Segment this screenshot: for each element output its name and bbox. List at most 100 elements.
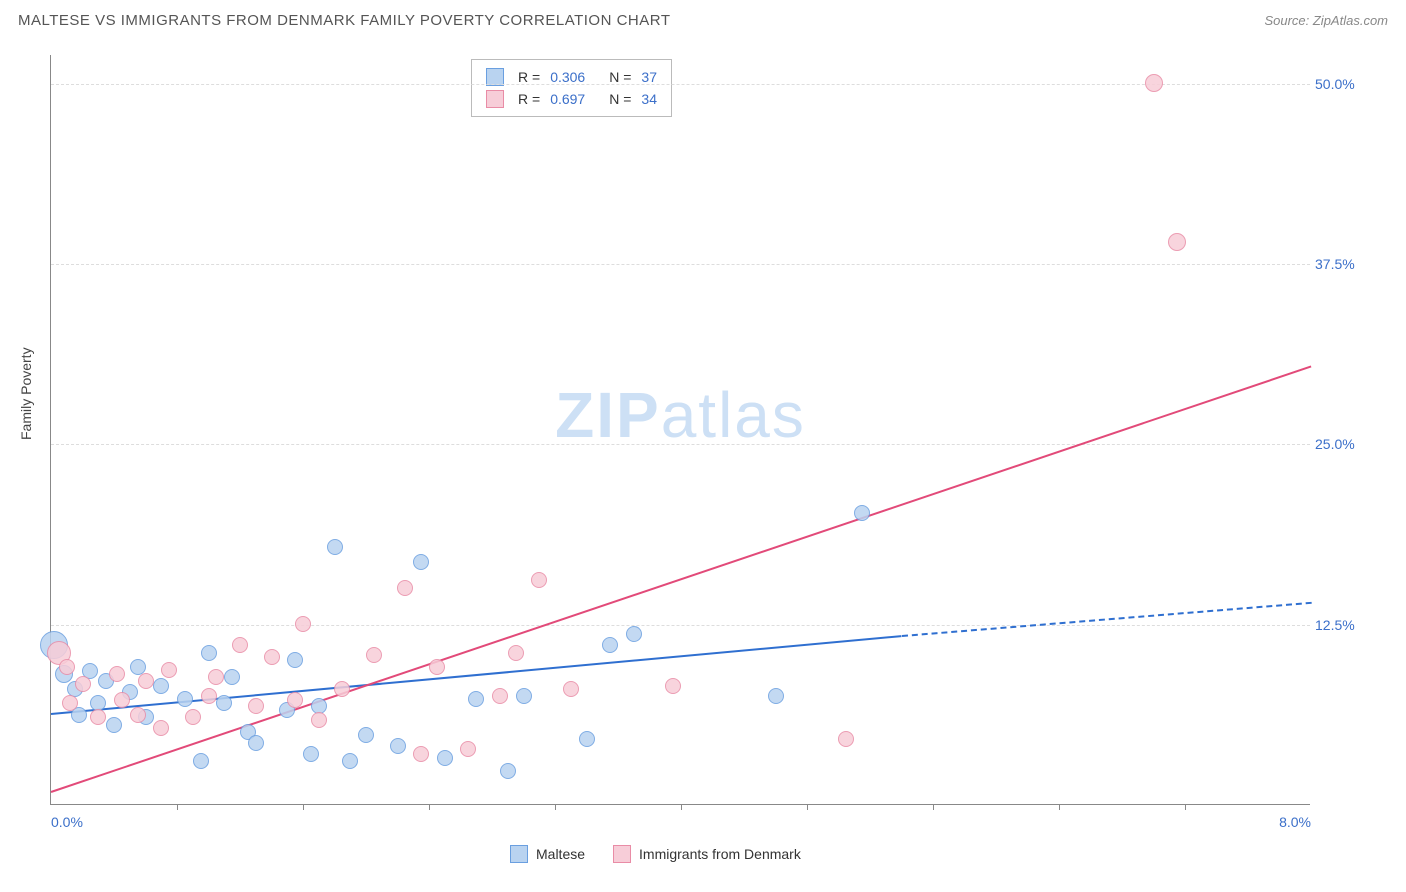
legend-r-value: 0.697: [550, 91, 585, 107]
legend-r-label: R =: [518, 69, 540, 85]
data-point: [90, 709, 106, 725]
legend-item: Maltese: [510, 845, 585, 863]
data-point: [665, 678, 681, 694]
data-point: [500, 763, 516, 779]
legend-n-label: N =: [609, 91, 631, 107]
data-point: [161, 662, 177, 678]
legend-r-label: R =: [518, 91, 540, 107]
data-point: [531, 572, 547, 588]
data-point: [626, 626, 642, 642]
data-point: [62, 695, 78, 711]
data-point: [342, 753, 358, 769]
legend-swatch: [486, 90, 504, 108]
data-point: [287, 652, 303, 668]
data-point: [185, 709, 201, 725]
data-point: [429, 659, 445, 675]
legend-swatch: [613, 845, 631, 863]
data-point: [224, 669, 240, 685]
data-point: [516, 688, 532, 704]
gridline: [51, 444, 1310, 445]
data-point: [153, 720, 169, 736]
data-point: [334, 681, 350, 697]
plot-area: ZIPatlas R = 0.306N = 37R = 0.697N = 34 …: [50, 55, 1310, 805]
data-point: [201, 688, 217, 704]
x-tick: [555, 804, 556, 810]
data-point: [602, 637, 618, 653]
data-point: [1145, 74, 1163, 92]
data-point: [366, 647, 382, 663]
legend-label: Maltese: [536, 846, 585, 862]
data-point: [138, 673, 154, 689]
data-point: [153, 678, 169, 694]
data-point: [437, 750, 453, 766]
data-point: [106, 717, 122, 733]
data-point: [768, 688, 784, 704]
data-point: [838, 731, 854, 747]
data-point: [193, 753, 209, 769]
legend-swatch: [510, 845, 528, 863]
data-point: [248, 698, 264, 714]
x-tick-label: 0.0%: [51, 814, 83, 830]
data-point: [248, 735, 264, 751]
data-point: [114, 692, 130, 708]
data-point: [460, 741, 476, 757]
data-point: [109, 666, 125, 682]
x-tick: [303, 804, 304, 810]
data-point: [295, 616, 311, 632]
legend-item: Immigrants from Denmark: [613, 845, 801, 863]
data-point: [563, 681, 579, 697]
data-point: [390, 738, 406, 754]
data-point: [492, 688, 508, 704]
data-point: [413, 746, 429, 762]
data-point: [264, 649, 280, 665]
data-point: [177, 691, 193, 707]
data-point: [216, 695, 232, 711]
data-point: [303, 746, 319, 762]
series-legend: Maltese Immigrants from Denmark: [510, 845, 801, 863]
data-point: [287, 692, 303, 708]
data-point: [59, 659, 75, 675]
data-point: [208, 669, 224, 685]
x-tick: [807, 804, 808, 810]
data-point: [468, 691, 484, 707]
y-tick-label: 37.5%: [1315, 256, 1370, 272]
data-point: [130, 707, 146, 723]
data-point: [232, 637, 248, 653]
correlation-legend: R = 0.306 N = 37 R = 0.697 N = 34: [471, 59, 672, 117]
source-attribution: Source: ZipAtlas.com: [1264, 13, 1388, 28]
y-axis-label: Family Poverty: [18, 347, 34, 440]
chart-title: MALTESE VS IMMIGRANTS FROM DENMARK FAMIL…: [18, 12, 670, 29]
data-point: [1168, 233, 1186, 251]
x-tick: [177, 804, 178, 810]
watermark: ZIPatlas: [555, 378, 806, 452]
legend-n-label: N =: [609, 69, 631, 85]
y-tick-label: 25.0%: [1315, 436, 1370, 452]
y-tick-label: 50.0%: [1315, 76, 1370, 92]
legend-r-value: 0.306: [550, 69, 585, 85]
trend-line: [901, 602, 1311, 637]
gridline: [51, 84, 1310, 85]
legend-label: Immigrants from Denmark: [639, 846, 801, 862]
chart-container: ZIPatlas R = 0.306N = 37R = 0.697N = 34 …: [50, 55, 1370, 835]
x-tick: [1059, 804, 1060, 810]
data-point: [854, 505, 870, 521]
y-tick-label: 12.5%: [1315, 617, 1370, 633]
data-point: [413, 554, 429, 570]
data-point: [311, 712, 327, 728]
data-point: [358, 727, 374, 743]
x-tick-label: 8.0%: [1279, 814, 1311, 830]
legend-n-value: 37: [641, 69, 657, 85]
data-point: [397, 580, 413, 596]
data-point: [327, 539, 343, 555]
data-point: [508, 645, 524, 661]
legend-row: R = 0.697 N = 34: [486, 88, 657, 110]
gridline: [51, 625, 1310, 626]
x-tick: [933, 804, 934, 810]
gridline: [51, 264, 1310, 265]
x-tick: [681, 804, 682, 810]
data-point: [201, 645, 217, 661]
data-point: [579, 731, 595, 747]
x-tick: [1185, 804, 1186, 810]
legend-n-value: 34: [641, 91, 657, 107]
x-tick: [429, 804, 430, 810]
